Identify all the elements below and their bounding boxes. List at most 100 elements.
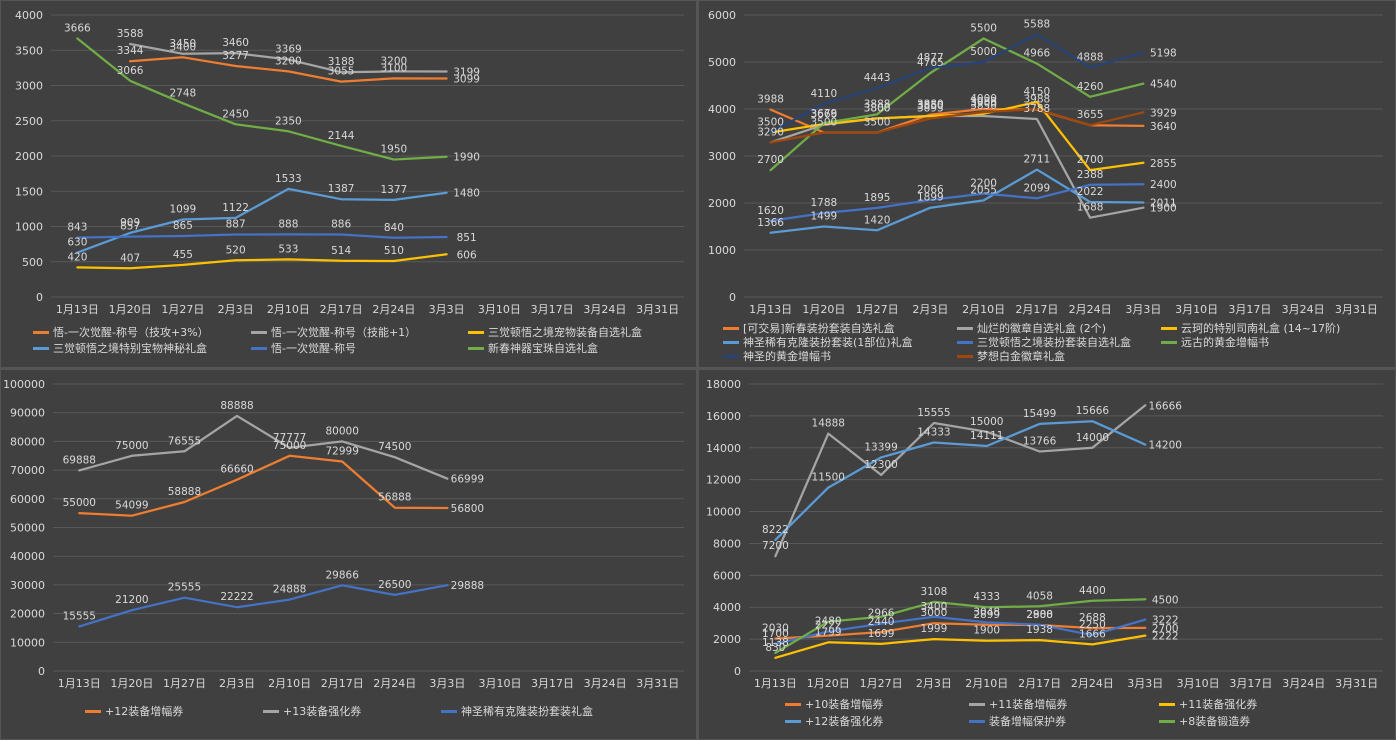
- data-label: 13399: [864, 441, 897, 453]
- x-tick-label: 1月27日: [163, 677, 206, 690]
- data-label: 3500: [864, 117, 891, 129]
- data-label: 857: [120, 221, 140, 233]
- data-label: 66999: [451, 474, 484, 486]
- data-label: 3200: [381, 55, 408, 67]
- x-tick-label: 3月3日: [1125, 303, 1161, 316]
- x-tick-label: 2月10日: [267, 303, 310, 316]
- data-label: 69888: [63, 454, 96, 466]
- x-tick-label: 2月3日: [912, 303, 948, 316]
- chart-panel-2: 0 1000 2000 3000 4000 5000 6000 1月13日 1月20日 1月27日…: [699, 1, 1395, 367]
- data-label: 5198: [1150, 48, 1177, 60]
- data-label: 3888: [864, 98, 891, 110]
- y-tick-label: 0: [36, 291, 43, 304]
- data-label: 58888: [168, 486, 201, 498]
- data-label: 76555: [168, 435, 201, 447]
- x-tick-label: 1月20日: [109, 303, 152, 316]
- x-tick-label: 3月17日: [531, 303, 574, 316]
- x-tick-label: 2月24日: [1069, 303, 1112, 316]
- data-label: 11500: [812, 472, 845, 484]
- legend-label: 三觉顿悟之境宠物装备自选礼盒: [488, 326, 642, 339]
- data-label: 830: [765, 642, 785, 654]
- legend-item: [可交易]新春装扮套装自选礼盒: [723, 323, 895, 335]
- data-label: 865: [173, 220, 193, 232]
- y-tick-label: 80000: [10, 435, 45, 448]
- data-label: 15000: [970, 416, 1003, 428]
- data-label: 520: [226, 244, 246, 256]
- data-label: 2700: [757, 154, 784, 166]
- data-label: 14000: [1076, 432, 1109, 444]
- data-label: 3290: [757, 126, 784, 138]
- data-label: 2855: [1150, 158, 1177, 170]
- x-tick-label: 3月24日: [1282, 677, 1325, 690]
- y-tick-label: 10000: [10, 636, 45, 649]
- data-label: 3640: [1150, 121, 1177, 133]
- legend-item: +11装备强化券: [1159, 699, 1257, 711]
- legend-swatch: [723, 326, 739, 330]
- data-label: 2099: [1024, 182, 1051, 194]
- data-label: 1480: [453, 188, 480, 200]
- legend-item: 新春神器宝珠自选礼盒: [468, 343, 598, 355]
- data-label: 3588: [117, 28, 144, 40]
- data-label: 3460: [222, 37, 249, 49]
- data-label: 2899: [973, 609, 1000, 621]
- data-label: 3788: [1024, 103, 1051, 115]
- legend-label: 三觉顿悟之境装扮套装自选礼盒: [977, 336, 1131, 349]
- y-tick-label: 2000: [713, 633, 741, 646]
- series-line-2: [78, 414, 449, 480]
- x-tick-label: 1月27日: [161, 303, 204, 316]
- data-label: 21200: [115, 594, 148, 606]
- legend-item: 三觉顿悟之境宠物装备自选礼盒: [468, 327, 642, 339]
- x-tick-label: 1月13日: [58, 677, 101, 690]
- legend-label: 神圣稀有克隆装扮套装(1部位)礼盒: [743, 336, 913, 349]
- data-label: 1620: [757, 205, 784, 217]
- series-line-1: [78, 454, 449, 517]
- x-tick-label: 2月3日: [916, 677, 952, 690]
- legend-label: 梦想白金徽章礼盒: [977, 350, 1065, 363]
- chart-legend-1: 悟-一次觉醒-称号（技攻+3%） 悟-一次觉醒-称号（技能+1） 三觉顿悟之境宠物装…: [1, 327, 696, 367]
- chart-svg-1: 0 500 1000 1500 2000 2500 3000 3500 4000 1月13日 1月2…: [15, 9, 684, 316]
- x-tick-label: 2月24日: [372, 303, 415, 316]
- data-label: 3850: [917, 100, 944, 112]
- legend-item: +12装备强化券: [785, 716, 883, 728]
- data-label: 3277: [222, 50, 249, 62]
- data-label: 56888: [378, 492, 411, 504]
- series-line-7: [769, 33, 1145, 134]
- data-label: 3000: [921, 607, 948, 619]
- chart-panel-4: 0 2000 4000 6000 8000 10000 12000 14000 16000 180…: [699, 370, 1395, 739]
- data-label: 1700: [762, 628, 789, 640]
- data-label: 2066: [917, 184, 944, 196]
- data-label: 3066: [117, 65, 144, 77]
- data-label: 7200: [762, 540, 789, 552]
- data-label: 1533: [275, 173, 302, 185]
- data-label: 3850: [970, 100, 997, 112]
- data-label: 1420: [864, 214, 891, 226]
- data-label: 1122: [222, 202, 249, 214]
- data-label: 630: [67, 237, 87, 249]
- data-label: 3450: [170, 38, 197, 50]
- data-label: 4400: [1079, 585, 1106, 597]
- data-label: 407: [120, 252, 140, 264]
- legend-swatch: [441, 709, 457, 713]
- data-label: 55000: [63, 497, 96, 509]
- y-tick-label: 18000: [706, 378, 741, 391]
- data-label: 15666: [1076, 405, 1110, 417]
- data-label: 14200: [1149, 440, 1182, 452]
- legend-label: +11装备强化券: [1179, 698, 1258, 711]
- chart-panel-3: 0 10000 20000 30000 40000 50000 60000 70000 8000…: [1, 370, 696, 739]
- data-label: 16666: [1149, 400, 1183, 412]
- series-line-8: [769, 107, 1145, 144]
- y-tick-label: 500: [22, 256, 43, 269]
- legend-swatch: [1159, 702, 1175, 706]
- legend-label: +10装备增幅券: [805, 698, 884, 711]
- data-label: 1387: [328, 183, 355, 195]
- data-label: 1895: [864, 192, 891, 204]
- legend-item: 灿烂的徽章自选礼盒 (2个): [957, 323, 1106, 335]
- legend-label: 三觉顿悟之境特别宝物神秘礼盒: [53, 342, 207, 355]
- x-tick-label: 2月24日: [1071, 677, 1114, 690]
- data-label: 2711: [1024, 154, 1051, 166]
- data-label: 3988: [1024, 94, 1051, 106]
- legend-swatch: [785, 702, 801, 706]
- x-tick-label: 3月17日: [531, 677, 574, 690]
- legend-label: +11装备增幅券: [989, 698, 1068, 711]
- data-label: 80000: [326, 425, 359, 437]
